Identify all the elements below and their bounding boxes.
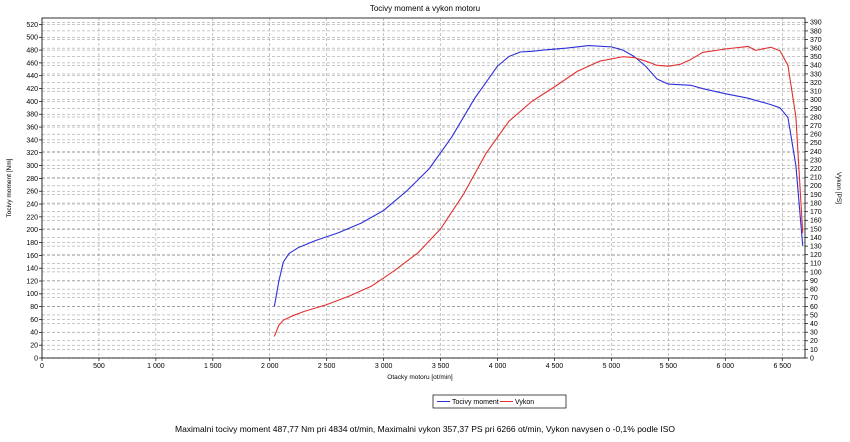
series-line-torque xyxy=(273,45,804,307)
y-tick-label: 300 xyxy=(26,163,38,170)
y2-tick-label: 380 xyxy=(810,28,822,35)
y2-tick-label: 170 xyxy=(810,209,822,216)
y2-tick-label: 180 xyxy=(810,200,822,207)
y2-axis-label: Vykon [PS] xyxy=(835,172,842,204)
y-axis-label: Tocivy moment [Nm] xyxy=(6,158,13,217)
y-tick-label: 400 xyxy=(26,99,38,106)
y-tick-label: 60 xyxy=(30,317,38,324)
y2-tick-label: 260 xyxy=(810,132,822,139)
plot-frame xyxy=(41,17,806,359)
y-tick-label: 480 xyxy=(26,47,38,54)
y-tick-label: 80 xyxy=(30,304,38,311)
y-tick-label: 180 xyxy=(26,240,38,247)
series-line-power xyxy=(273,45,804,337)
y2-tick-label: 270 xyxy=(810,123,822,130)
y-tick-label: 160 xyxy=(26,253,38,260)
y2-tick-label: 80 xyxy=(810,287,818,294)
y-tick-label: 200 xyxy=(26,227,38,234)
x-tick-label: 0 xyxy=(40,363,44,370)
y2-tick-label: 110 xyxy=(810,261,821,268)
y2-tick-label: 100 xyxy=(810,269,822,276)
y-tick-label: 520 xyxy=(26,22,38,29)
y-tick-label: 460 xyxy=(26,60,38,67)
y2-tick-label: 250 xyxy=(810,140,822,147)
y2-tick-label: 60 xyxy=(810,304,818,311)
y-tick-label: 360 xyxy=(26,124,38,131)
y-tick-label: 260 xyxy=(26,189,38,196)
x-tick-label: 3 500 xyxy=(432,363,450,370)
y2-tick-label: 20 xyxy=(810,338,818,345)
legend: Tocivy moment Vykon xyxy=(432,394,567,409)
y-tick-label: 440 xyxy=(26,73,38,80)
y2-tick-label: 240 xyxy=(810,149,822,156)
y2-tick-label: 370 xyxy=(810,37,822,44)
y2-tick-label: 160 xyxy=(810,218,822,225)
y-tick-label: 380 xyxy=(26,112,38,119)
series-lines xyxy=(273,45,804,337)
y2-tick-label: 340 xyxy=(810,63,822,70)
legend-label-power: Vykon xyxy=(515,399,534,406)
y2-tick-label: 90 xyxy=(810,278,818,285)
y2-tick-label: 150 xyxy=(810,226,822,233)
y-tick-label: 320 xyxy=(26,150,38,157)
y2-tick-label: 200 xyxy=(810,183,822,190)
y2-tick-label: 280 xyxy=(810,114,822,121)
y-tick-label: 340 xyxy=(26,137,38,144)
y-tick-label: 120 xyxy=(26,278,38,285)
y2-tick-label: 210 xyxy=(810,175,822,182)
y2-tick-label: 40 xyxy=(810,321,818,328)
y2-tick-label: 10 xyxy=(810,347,818,354)
y-tick-label: 220 xyxy=(26,214,38,221)
y2-tick-label: 220 xyxy=(810,166,822,173)
y2-tick-label: 320 xyxy=(810,80,822,87)
y-tick-label: 140 xyxy=(26,266,38,273)
y-tick-label: 280 xyxy=(26,176,38,183)
y-tick-label: 100 xyxy=(26,291,38,298)
x-tick-label: 4 000 xyxy=(489,363,507,370)
x-tick-label: 1 500 xyxy=(204,363,222,370)
x-tick-label: 4 500 xyxy=(546,363,564,370)
y2-tick-label: 0 xyxy=(810,355,814,362)
y-tick-label: 0 xyxy=(34,355,38,362)
y2-tick-label: 230 xyxy=(810,157,822,164)
y2-tick-label: 140 xyxy=(810,235,822,242)
legend-box xyxy=(432,394,567,409)
y2-tick-label: 350 xyxy=(810,54,822,61)
y-tick-label: 40 xyxy=(30,330,38,337)
y2-tick-label: 130 xyxy=(810,244,822,251)
x-tick-label: 1 000 xyxy=(147,363,165,370)
y-tick-label: 240 xyxy=(26,201,38,208)
axes: 0204060801001201401601802002202402602803… xyxy=(26,17,822,370)
x-tick-label: 3 000 xyxy=(375,363,393,370)
legend-label-torque: Tocivy moment xyxy=(452,399,499,406)
x-tick-label: 5 000 xyxy=(603,363,621,370)
y2-tick-label: 50 xyxy=(810,312,818,319)
x-tick-label: 6 000 xyxy=(717,363,735,370)
y2-tick-label: 360 xyxy=(810,46,822,53)
x-tick-label: 6 500 xyxy=(773,363,791,370)
grid xyxy=(41,18,805,359)
y2-tick-label: 300 xyxy=(810,97,822,104)
y-tick-label: 20 xyxy=(30,343,38,350)
y2-tick-label: 190 xyxy=(810,192,822,199)
y2-tick-label: 390 xyxy=(810,20,822,27)
x-axis-label: Otacky motoru [ot/min] xyxy=(387,374,453,381)
y2-tick-label: 70 xyxy=(810,295,818,302)
x-tick-label: 2 000 xyxy=(261,363,279,370)
y2-tick-label: 330 xyxy=(810,71,822,78)
y-tick-label: 500 xyxy=(26,35,38,42)
x-tick-label: 2 500 xyxy=(318,363,336,370)
y2-tick-label: 120 xyxy=(810,252,822,259)
y-tick-label: 420 xyxy=(26,86,38,93)
x-tick-label: 5 500 xyxy=(660,363,678,370)
y2-tick-label: 30 xyxy=(810,330,818,337)
chart-title: Tocivy moment a vykon motoru xyxy=(370,4,480,13)
summary-annotation: Maximalni tocivy moment 487,77 Nm pri 48… xyxy=(174,424,675,434)
y2-tick-label: 290 xyxy=(810,106,822,113)
x-tick-label: 500 xyxy=(93,363,105,370)
y2-tick-label: 310 xyxy=(810,89,822,96)
